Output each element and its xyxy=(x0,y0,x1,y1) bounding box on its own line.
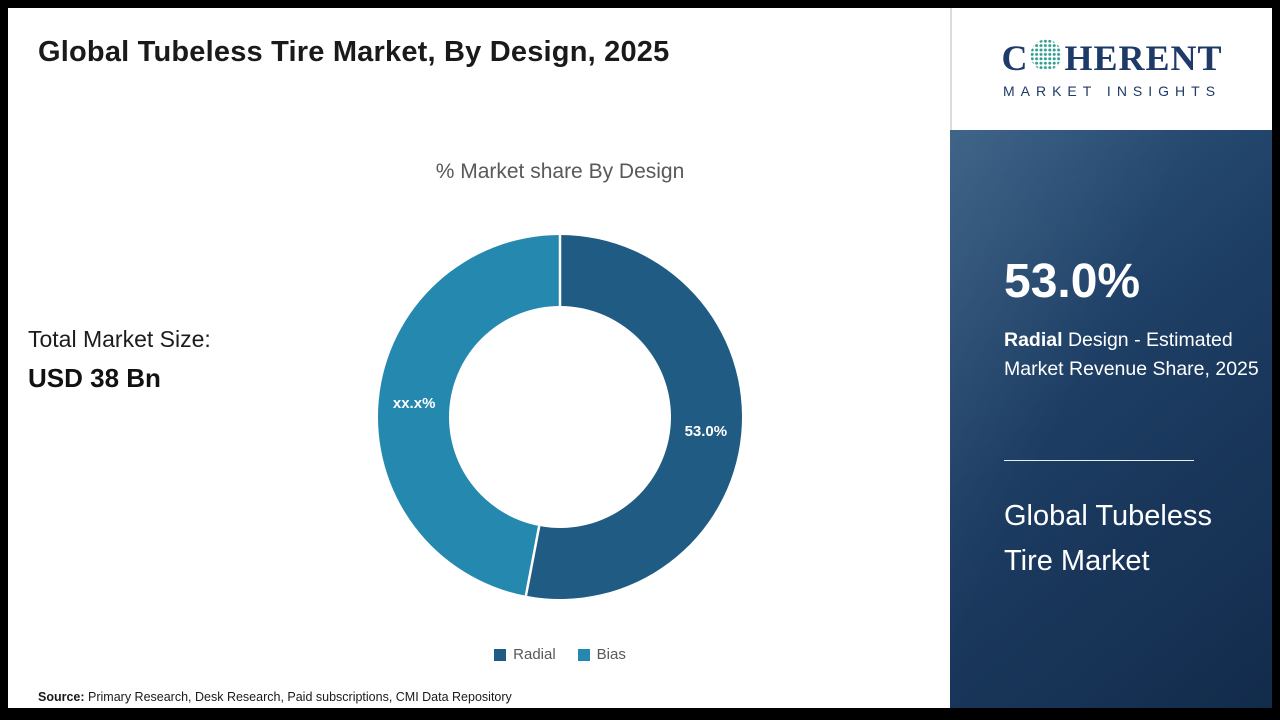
donut-segment-radial xyxy=(525,235,743,599)
stat-description-bold: Radial xyxy=(1004,329,1063,351)
brand-logo-area: C HERENT MARKET INSIGHTS xyxy=(950,8,1272,130)
legend-swatch xyxy=(494,648,507,661)
highlight-panel: 53.0% Radial Design - Estimated Market R… xyxy=(950,130,1272,708)
globe-icon xyxy=(1030,39,1062,77)
brand-word-start: C xyxy=(1001,38,1029,78)
chart-legend: Radial Bias xyxy=(310,646,810,663)
total-market-size-label: Total Market Size: xyxy=(28,326,211,352)
donut-segment-bias xyxy=(378,235,560,596)
total-market-size-block: Total Market Size: USD 38 Bn xyxy=(28,326,211,394)
slice-label-bias: xx.x% xyxy=(393,395,436,412)
stat-description-rest: Design - Estimated Market Revenue Share,… xyxy=(1004,329,1259,380)
slice-label-radial: 53.0% xyxy=(685,423,728,440)
chart-panel: Global Tubeless Tire Market, By Design, … xyxy=(8,8,950,708)
brand-subtitle: MARKET INSIGHTS xyxy=(1002,83,1222,99)
panel-footer-title: Global Tubeless Tire Market xyxy=(1004,500,1212,577)
page-title: Global Tubeless Tire Market, By Design, … xyxy=(38,36,670,68)
stat-value: 53.0% xyxy=(1004,255,1141,308)
total-market-size-value: USD 38 Bn xyxy=(28,363,161,393)
panel-divider xyxy=(1004,460,1194,461)
source-note: Source: Primary Research, Desk Research,… xyxy=(38,690,512,704)
source-prefix: Source: xyxy=(38,690,85,704)
brand-word-end: HERENT xyxy=(1064,38,1223,78)
legend-item-radial: Radial xyxy=(494,646,556,663)
legend-label: Radial xyxy=(513,646,556,663)
donut-chart: 53.0% xx.x% xyxy=(370,227,750,607)
legend-swatch xyxy=(577,648,590,661)
brand-logo: C HERENT xyxy=(1001,39,1222,77)
stat-description: Radial Design - Estimated Market Revenue… xyxy=(1004,326,1260,384)
legend-item-bias: Bias xyxy=(577,646,626,663)
sidebar: C HERENT MARKET INSIGHTS 53.0% xyxy=(950,8,1272,708)
legend-label: Bias xyxy=(596,646,626,663)
source-text: Primary Research, Desk Research, Paid su… xyxy=(84,690,512,704)
donut-chart-svg: 53.0% xx.x% xyxy=(378,235,743,599)
segment-separator xyxy=(524,525,541,597)
chart-title: % Market share By Design xyxy=(435,160,685,183)
